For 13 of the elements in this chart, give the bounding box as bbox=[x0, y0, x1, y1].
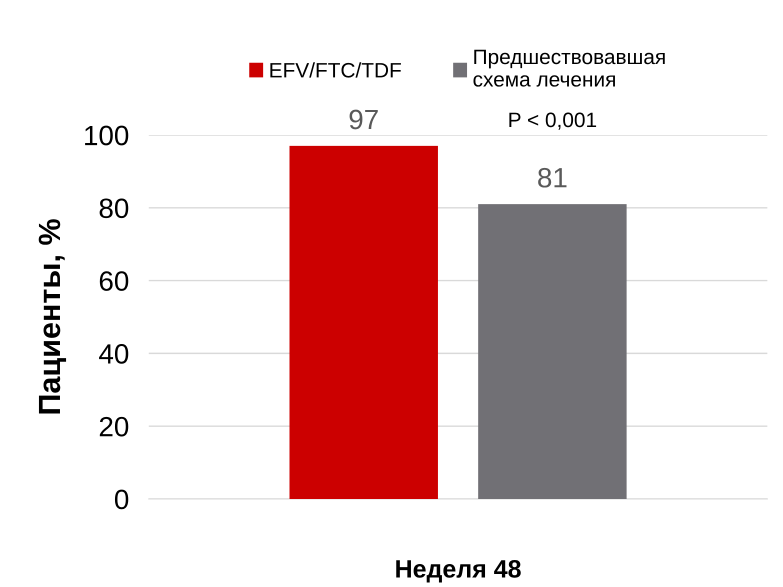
legend-label: Предшествовавшая схема лечения bbox=[473, 50, 665, 87]
y-tick-label: 100 bbox=[85, 126, 128, 146]
y-tick-label: 60 bbox=[100, 271, 128, 291]
text: P < 0,001 bbox=[509, 112, 596, 130]
legend-label: EFV/FTC/TDF bbox=[270, 62, 401, 78]
y-tick-label: 20 bbox=[100, 416, 128, 436]
y-tick-label: 80 bbox=[100, 198, 128, 218]
y-tick-label: 40 bbox=[99, 344, 128, 364]
data-label: 81 bbox=[538, 168, 566, 188]
data-label: 97 bbox=[350, 110, 378, 130]
y-axis-title: Пациенты, % bbox=[38, 219, 66, 414]
y-tick-label: 0 bbox=[114, 490, 128, 510]
x-axis-title: Неделя 48 bbox=[396, 560, 521, 582]
